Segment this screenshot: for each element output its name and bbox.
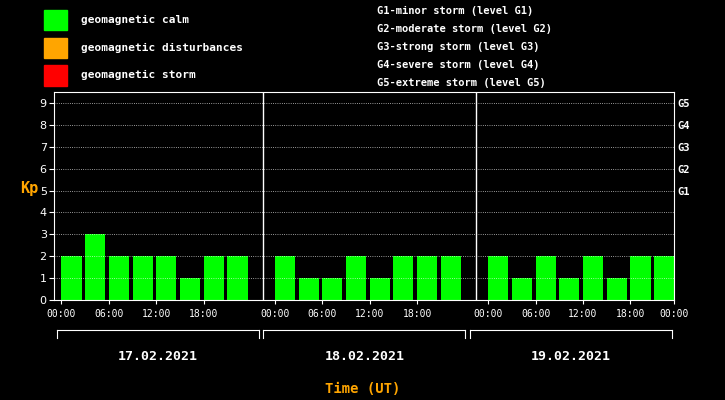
FancyBboxPatch shape bbox=[44, 65, 67, 86]
Bar bbox=[133, 256, 153, 300]
Text: 18.02.2021: 18.02.2021 bbox=[324, 350, 405, 363]
Bar bbox=[488, 256, 508, 300]
Bar bbox=[654, 256, 674, 300]
Text: G4-severe storm (level G4): G4-severe storm (level G4) bbox=[377, 60, 539, 70]
Bar bbox=[583, 256, 603, 300]
Bar bbox=[275, 256, 295, 300]
Text: geomagnetic disturbances: geomagnetic disturbances bbox=[81, 43, 243, 53]
Bar bbox=[536, 256, 556, 300]
Bar bbox=[204, 256, 224, 300]
Bar bbox=[109, 256, 129, 300]
Bar bbox=[512, 278, 532, 300]
Bar bbox=[228, 256, 247, 300]
Bar bbox=[346, 256, 366, 300]
Text: G3-strong storm (level G3): G3-strong storm (level G3) bbox=[377, 42, 539, 52]
Text: 17.02.2021: 17.02.2021 bbox=[117, 350, 198, 363]
Bar bbox=[607, 278, 627, 300]
FancyBboxPatch shape bbox=[44, 10, 67, 30]
Bar bbox=[322, 278, 342, 300]
Text: geomagnetic calm: geomagnetic calm bbox=[81, 15, 189, 25]
Text: Time (UT): Time (UT) bbox=[325, 382, 400, 396]
Text: geomagnetic storm: geomagnetic storm bbox=[81, 70, 196, 80]
Bar bbox=[417, 256, 437, 300]
Bar bbox=[394, 256, 413, 300]
Text: G5-extreme storm (level G5): G5-extreme storm (level G5) bbox=[377, 78, 546, 88]
Bar bbox=[86, 234, 105, 300]
Bar bbox=[631, 256, 650, 300]
Y-axis label: Kp: Kp bbox=[20, 181, 38, 196]
Bar bbox=[157, 256, 176, 300]
FancyBboxPatch shape bbox=[44, 38, 67, 58]
Bar bbox=[299, 278, 319, 300]
Bar bbox=[180, 278, 200, 300]
Text: 19.02.2021: 19.02.2021 bbox=[531, 350, 611, 363]
Bar bbox=[370, 278, 390, 300]
Bar bbox=[441, 256, 461, 300]
Bar bbox=[62, 256, 82, 300]
Bar bbox=[559, 278, 579, 300]
Text: G2-moderate storm (level G2): G2-moderate storm (level G2) bbox=[377, 24, 552, 34]
Text: G1-minor storm (level G1): G1-minor storm (level G1) bbox=[377, 6, 534, 16]
